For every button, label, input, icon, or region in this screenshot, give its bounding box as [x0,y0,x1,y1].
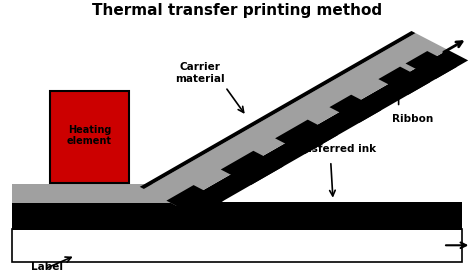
Polygon shape [406,51,457,79]
Polygon shape [275,120,338,154]
Text: Transferred ink: Transferred ink [286,144,376,155]
Polygon shape [378,67,430,95]
FancyBboxPatch shape [317,203,342,229]
FancyBboxPatch shape [50,91,129,183]
Title: Thermal transfer printing method: Thermal transfer printing method [92,3,382,18]
Polygon shape [144,33,448,206]
Text: Label: Label [31,262,63,272]
Text: Heating
element: Heating element [67,125,112,146]
Text: Ribbon: Ribbon [392,114,433,124]
FancyBboxPatch shape [12,184,200,203]
Polygon shape [329,95,381,123]
Polygon shape [176,50,468,216]
Text: Carrier
material: Carrier material [175,62,224,84]
Polygon shape [166,185,224,216]
FancyBboxPatch shape [12,202,462,230]
FancyBboxPatch shape [12,229,462,262]
Polygon shape [221,151,283,185]
Polygon shape [140,31,416,189]
FancyBboxPatch shape [274,203,300,229]
FancyBboxPatch shape [359,203,384,229]
